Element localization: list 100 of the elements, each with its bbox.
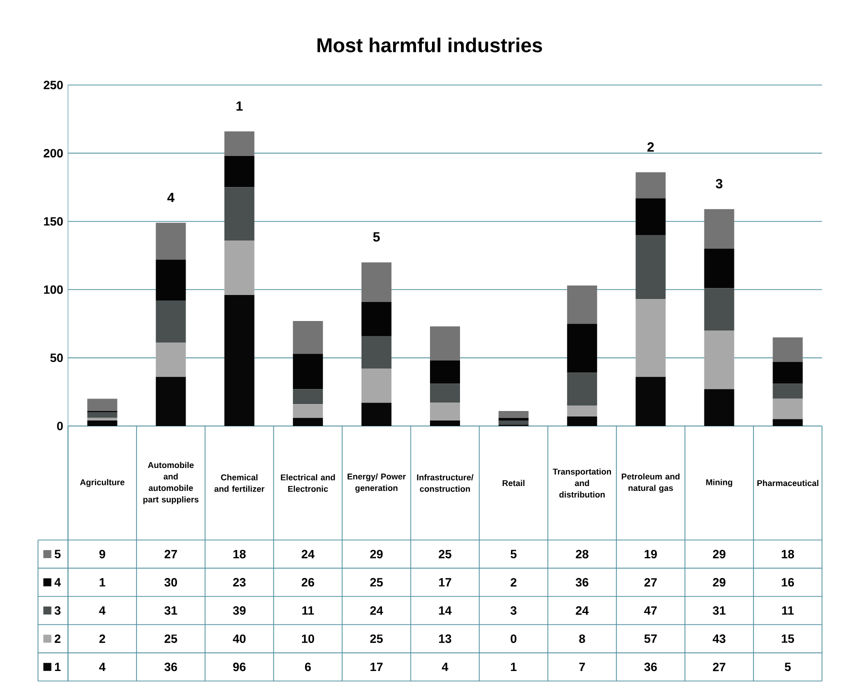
bar — [636, 299, 666, 377]
x-tick-label: Energy/ Power generation — [348, 473, 406, 493]
data-label: 25 — [370, 634, 383, 643]
data-label: 11 — [302, 606, 314, 615]
chart-title: Most harmful industries — [318, 38, 542, 52]
bar — [87, 418, 118, 421]
data-label: 23 — [233, 578, 246, 587]
bar — [430, 420, 460, 426]
bar — [636, 235, 666, 300]
data-label: 29 — [712, 578, 726, 587]
data-label: 5 — [510, 550, 517, 558]
bar — [156, 342, 186, 377]
x-tick-label: Pharmaceutical — [757, 480, 818, 486]
bar — [704, 209, 734, 249]
data-label: 1 — [510, 662, 517, 672]
bar — [704, 389, 734, 426]
bar — [636, 172, 666, 198]
x-tick-label: Mining — [706, 479, 732, 487]
y-tick-label: 100 — [44, 285, 63, 294]
data-label: 3 — [510, 606, 516, 615]
bar — [704, 288, 734, 331]
data-label: 27 — [712, 662, 726, 672]
x-tick-label: Agriculture — [80, 479, 124, 487]
legend-label: 4 — [54, 578, 61, 586]
bar — [292, 389, 323, 404]
bar — [636, 376, 666, 426]
bar — [156, 222, 186, 260]
y-tick-label: 50 — [50, 354, 63, 362]
data-label: 2 — [99, 634, 106, 643]
bar — [430, 384, 460, 403]
bar — [87, 398, 118, 411]
y-tick-label: 200 — [44, 148, 63, 158]
bar — [704, 248, 734, 288]
annotation: 2 — [647, 142, 654, 152]
data-label: 29 — [712, 550, 726, 558]
data-label: 16 — [782, 578, 794, 587]
bar — [224, 240, 254, 296]
data-label: 24 — [302, 550, 315, 558]
data-label: 8 — [579, 634, 586, 643]
x-tick-label: Retail — [502, 480, 524, 486]
annotation: 4 — [167, 192, 174, 202]
data-label: 11 — [782, 606, 794, 615]
bar — [704, 330, 734, 390]
data-label: 47 — [644, 606, 657, 615]
bar — [772, 419, 803, 426]
data-label: 43 — [712, 634, 726, 643]
data-label: 25 — [370, 578, 383, 587]
bar — [292, 404, 323, 418]
bar — [636, 198, 666, 236]
data-label: 96 — [233, 662, 246, 672]
bar — [430, 326, 460, 361]
annotation: 1 — [236, 101, 243, 111]
data-label: 17 — [439, 578, 452, 586]
x-tick-label: Infrastructure/ construction — [417, 474, 474, 492]
data-label: 30 — [164, 578, 178, 587]
legend-label: 2 — [54, 634, 60, 643]
x-tick-label: Petroleum and natural gas — [622, 473, 680, 493]
data-label: 27 — [644, 578, 657, 586]
bar — [772, 362, 803, 384]
bar — [224, 131, 254, 156]
bar — [156, 260, 186, 301]
x-tick-label: Transportation and distribution — [552, 468, 611, 498]
bar — [156, 376, 186, 426]
data-label: 17 — [370, 662, 383, 672]
bar — [498, 410, 529, 418]
bar — [361, 402, 392, 426]
data-label: 6 — [305, 662, 311, 672]
data-label: 4 — [99, 606, 106, 615]
data-label: 18 — [233, 550, 246, 558]
y-tick-label: 0 — [57, 422, 63, 430]
data-label: 25 — [164, 634, 178, 643]
y-tick-label: 150 — [44, 217, 63, 226]
data-label: 5 — [784, 662, 791, 672]
data-label: 10 — [302, 634, 314, 643]
data-label: 14 — [439, 606, 452, 615]
bar — [567, 406, 598, 416]
bar — [772, 337, 803, 362]
data-label: 1 — [100, 578, 106, 586]
x-tick-label: Chemical and fertilizer — [214, 474, 264, 492]
bar — [224, 295, 254, 426]
data-label: 9 — [99, 550, 106, 558]
data-label: 36 — [576, 578, 588, 587]
x-tick-label: Electrical and Electronic — [280, 474, 335, 492]
bar — [292, 354, 323, 390]
bar — [772, 398, 803, 420]
annotation: 3 — [716, 178, 722, 188]
data-label: 31 — [712, 606, 726, 615]
data-label: 31 — [164, 606, 178, 615]
bar — [224, 156, 254, 188]
data-label: 57 — [644, 634, 657, 643]
bar — [772, 384, 803, 399]
bar — [567, 416, 598, 426]
data-label: 7 — [579, 662, 585, 672]
bar — [498, 420, 529, 425]
data-label: 36 — [164, 662, 178, 672]
bar — [224, 187, 254, 240]
bar — [498, 418, 529, 421]
bar — [430, 402, 460, 421]
annotation: 5 — [373, 232, 380, 242]
data-label: 2 — [510, 578, 516, 586]
